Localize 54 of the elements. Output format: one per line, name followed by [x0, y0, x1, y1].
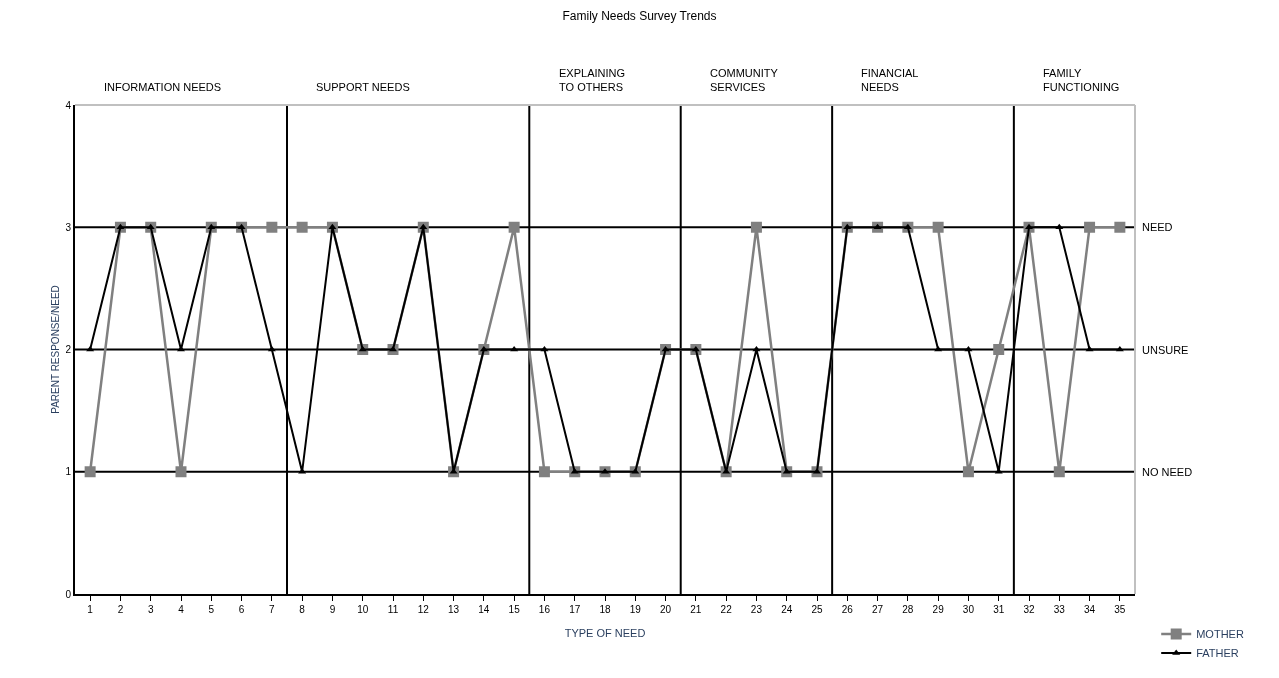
chart-title: Family Needs Survey Trends — [562, 9, 717, 24]
x-tick-label: 1 — [87, 604, 94, 615]
x-tick-label: 11 — [387, 604, 399, 615]
ref-line-label: NEED — [1142, 221, 1173, 233]
x-tick-label: 12 — [417, 604, 430, 615]
x-axis-title: TYPE OF NEED — [564, 626, 646, 639]
x-tick-label: 6 — [238, 604, 245, 615]
y-tick-label: 3 — [65, 221, 72, 233]
x-tick-label: 21 — [690, 604, 702, 615]
x-tick-label: 14 — [478, 604, 490, 615]
x-tick-label: 16 — [538, 604, 551, 615]
x-tick-label: 29 — [932, 604, 945, 615]
ref-line-label: UNSURE — [1142, 344, 1189, 356]
x-tick-label: 15 — [508, 604, 521, 615]
x-tick-label: 19 — [629, 604, 642, 615]
x-tick-label: 13 — [448, 604, 460, 615]
x-tick-label: 10 — [357, 604, 369, 615]
x-tick-label: 34 — [1084, 604, 1096, 615]
ref-line-label: NO NEED — [1142, 466, 1193, 478]
x-tick-label: 5 — [208, 604, 215, 615]
x-tick-label: 31 — [993, 604, 1005, 615]
x-tick-label: 3 — [147, 604, 154, 615]
text: INFORMATION NEEDS — [104, 81, 222, 93]
x-tick-label: 23 — [750, 604, 763, 615]
x-tick-label: 35 — [1114, 604, 1126, 615]
x-tick-label: 30 — [962, 604, 975, 615]
x-tick-label: 33 — [1053, 604, 1066, 615]
x-tick-label: 28 — [902, 604, 914, 615]
x-tick-label: 18 — [599, 604, 611, 615]
x-tick-label: 2 — [117, 604, 124, 615]
x-tick-label: 22 — [720, 604, 733, 615]
text: SUPPORT NEEDS — [316, 81, 410, 93]
x-tick-label: 20 — [660, 604, 672, 615]
legend-label: FATHER — [1196, 647, 1239, 660]
text: EXPLAINING TO OTHERS — [559, 67, 626, 94]
text: FINANCIAL NEEDS — [861, 67, 919, 94]
text: FAMILY FUNCTIONING — [1043, 67, 1120, 94]
y-tick-label: 1 — [65, 466, 72, 478]
x-tick-label: 17 — [569, 604, 581, 615]
x-tick-label: 9 — [329, 604, 336, 615]
x-tick-label: 4 — [178, 604, 185, 615]
x-tick-label: 32 — [1023, 604, 1035, 615]
text: COMMUNITY SERVICES — [710, 67, 779, 94]
x-tick-label: 26 — [841, 604, 854, 615]
y-tick-label: 4 — [65, 99, 72, 111]
y-tick-label: 2 — [65, 344, 72, 355]
x-tick-label: 24 — [781, 604, 793, 615]
x-tick-label: 27 — [872, 604, 884, 615]
x-tick-label: 8 — [299, 604, 306, 615]
y-tick-label: 0 — [65, 588, 72, 600]
x-tick-label: 7 — [269, 604, 276, 615]
x-tick-label: 25 — [811, 604, 823, 615]
y-axis-title: PARENT RESPONSE/NEED — [49, 285, 61, 414]
legend-label: MOTHER — [1196, 628, 1244, 641]
